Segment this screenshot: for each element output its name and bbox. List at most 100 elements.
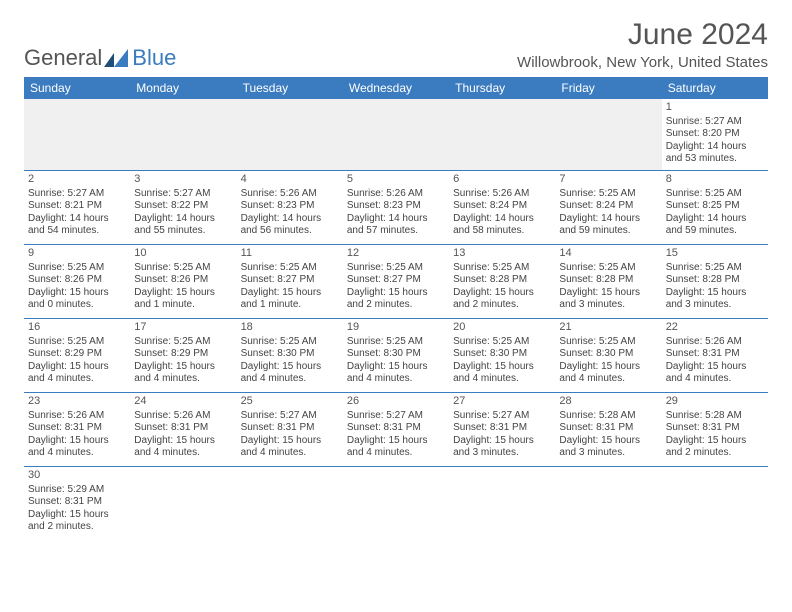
calendar-cell	[449, 99, 555, 170]
day-number: 19	[347, 321, 445, 335]
sunrise-text: Sunrise: 5:26 AM	[666, 336, 764, 349]
sunrise-text: Sunrise: 5:27 AM	[28, 188, 126, 201]
day-number: 30	[28, 469, 126, 483]
sunrise-text: Sunrise: 5:27 AM	[134, 188, 232, 201]
daylight-text: Daylight: 15 hours and 4 minutes.	[347, 361, 445, 386]
sunrise-text: Sunrise: 5:25 AM	[559, 188, 657, 201]
calendar-cell	[130, 466, 236, 540]
day-number: 16	[28, 321, 126, 335]
month-title: June 2024	[517, 18, 768, 52]
sunset-text: Sunset: 8:26 PM	[134, 274, 232, 287]
day-number: 13	[453, 247, 551, 261]
header: General Blue June 2024 Willowbrook, New …	[24, 18, 768, 71]
day-number: 11	[241, 247, 339, 261]
sunrise-text: Sunrise: 5:25 AM	[28, 262, 126, 275]
calendar-cell: 24Sunrise: 5:26 AMSunset: 8:31 PMDayligh…	[130, 392, 236, 466]
day-number: 12	[347, 247, 445, 261]
calendar-cell: 12Sunrise: 5:25 AMSunset: 8:27 PMDayligh…	[343, 244, 449, 318]
calendar-cell: 15Sunrise: 5:25 AMSunset: 8:28 PMDayligh…	[662, 244, 768, 318]
calendar-cell: 14Sunrise: 5:25 AMSunset: 8:28 PMDayligh…	[555, 244, 661, 318]
logo-icon	[104, 49, 130, 67]
calendar-cell: 28Sunrise: 5:28 AMSunset: 8:31 PMDayligh…	[555, 392, 661, 466]
day-number: 29	[666, 395, 764, 409]
calendar-cell: 30Sunrise: 5:29 AMSunset: 8:31 PMDayligh…	[24, 466, 130, 540]
calendar-cell	[449, 466, 555, 540]
logo: General Blue	[24, 39, 176, 71]
sunrise-text: Sunrise: 5:29 AM	[28, 484, 126, 497]
daylight-text: Daylight: 15 hours and 2 minutes.	[347, 287, 445, 312]
sunset-text: Sunset: 8:25 PM	[666, 200, 764, 213]
calendar-row: 9Sunrise: 5:25 AMSunset: 8:26 PMDaylight…	[24, 244, 768, 318]
sunset-text: Sunset: 8:22 PM	[134, 200, 232, 213]
sunrise-text: Sunrise: 5:28 AM	[666, 410, 764, 423]
sunrise-text: Sunrise: 5:26 AM	[453, 188, 551, 201]
calendar-cell: 18Sunrise: 5:25 AMSunset: 8:30 PMDayligh…	[237, 318, 343, 392]
calendar-cell	[237, 466, 343, 540]
sunrise-text: Sunrise: 5:25 AM	[134, 336, 232, 349]
sunrise-text: Sunrise: 5:25 AM	[347, 336, 445, 349]
daylight-text: Daylight: 15 hours and 1 minute.	[134, 287, 232, 312]
sunrise-text: Sunrise: 5:26 AM	[134, 410, 232, 423]
calendar-cell	[662, 466, 768, 540]
sunrise-text: Sunrise: 5:27 AM	[347, 410, 445, 423]
day-header-row: Sunday Monday Tuesday Wednesday Thursday…	[24, 77, 768, 99]
sunrise-text: Sunrise: 5:25 AM	[347, 262, 445, 275]
sunset-text: Sunset: 8:20 PM	[666, 128, 764, 141]
calendar-cell	[343, 99, 449, 170]
sunset-text: Sunset: 8:26 PM	[28, 274, 126, 287]
sunrise-text: Sunrise: 5:26 AM	[28, 410, 126, 423]
day-number: 10	[134, 247, 232, 261]
calendar-cell: 19Sunrise: 5:25 AMSunset: 8:30 PMDayligh…	[343, 318, 449, 392]
day-number: 27	[453, 395, 551, 409]
day-number: 4	[241, 173, 339, 187]
daylight-text: Daylight: 15 hours and 4 minutes.	[666, 361, 764, 386]
daylight-text: Daylight: 15 hours and 4 minutes.	[28, 361, 126, 386]
day-number: 3	[134, 173, 232, 187]
calendar-cell: 21Sunrise: 5:25 AMSunset: 8:30 PMDayligh…	[555, 318, 661, 392]
day-number: 5	[347, 173, 445, 187]
day-number: 1	[666, 101, 764, 115]
calendar-row: 23Sunrise: 5:26 AMSunset: 8:31 PMDayligh…	[24, 392, 768, 466]
sunset-text: Sunset: 8:31 PM	[347, 422, 445, 435]
day-number: 24	[134, 395, 232, 409]
daylight-text: Daylight: 15 hours and 3 minutes.	[666, 287, 764, 312]
calendar-table: Sunday Monday Tuesday Wednesday Thursday…	[24, 77, 768, 540]
day-number: 25	[241, 395, 339, 409]
daylight-text: Daylight: 15 hours and 3 minutes.	[559, 287, 657, 312]
daylight-text: Daylight: 15 hours and 4 minutes.	[453, 361, 551, 386]
calendar-cell: 22Sunrise: 5:26 AMSunset: 8:31 PMDayligh…	[662, 318, 768, 392]
sunset-text: Sunset: 8:31 PM	[241, 422, 339, 435]
sunset-text: Sunset: 8:23 PM	[347, 200, 445, 213]
calendar-row: 2Sunrise: 5:27 AMSunset: 8:21 PMDaylight…	[24, 170, 768, 244]
calendar-cell: 20Sunrise: 5:25 AMSunset: 8:30 PMDayligh…	[449, 318, 555, 392]
sunrise-text: Sunrise: 5:25 AM	[453, 336, 551, 349]
calendar-cell: 23Sunrise: 5:26 AMSunset: 8:31 PMDayligh…	[24, 392, 130, 466]
logo-text-1: General	[24, 45, 102, 71]
sunset-text: Sunset: 8:29 PM	[28, 348, 126, 361]
sunset-text: Sunset: 8:24 PM	[453, 200, 551, 213]
sunrise-text: Sunrise: 5:26 AM	[241, 188, 339, 201]
title-block: June 2024 Willowbrook, New York, United …	[517, 18, 768, 71]
sunrise-text: Sunrise: 5:25 AM	[559, 336, 657, 349]
sunrise-text: Sunrise: 5:25 AM	[28, 336, 126, 349]
sunrise-text: Sunrise: 5:27 AM	[666, 116, 764, 129]
day-header: Saturday	[662, 77, 768, 99]
sunrise-text: Sunrise: 5:25 AM	[666, 188, 764, 201]
calendar-cell: 10Sunrise: 5:25 AMSunset: 8:26 PMDayligh…	[130, 244, 236, 318]
daylight-text: Daylight: 15 hours and 0 minutes.	[28, 287, 126, 312]
daylight-text: Daylight: 14 hours and 55 minutes.	[134, 213, 232, 238]
daylight-text: Daylight: 15 hours and 2 minutes.	[453, 287, 551, 312]
sunset-text: Sunset: 8:30 PM	[559, 348, 657, 361]
sunset-text: Sunset: 8:21 PM	[28, 200, 126, 213]
day-number: 20	[453, 321, 551, 335]
daylight-text: Daylight: 15 hours and 4 minutes.	[347, 435, 445, 460]
daylight-text: Daylight: 14 hours and 59 minutes.	[666, 213, 764, 238]
calendar-body: 1Sunrise: 5:27 AMSunset: 8:20 PMDaylight…	[24, 99, 768, 540]
day-number: 28	[559, 395, 657, 409]
day-number: 14	[559, 247, 657, 261]
sunset-text: Sunset: 8:27 PM	[241, 274, 339, 287]
calendar-cell: 27Sunrise: 5:27 AMSunset: 8:31 PMDayligh…	[449, 392, 555, 466]
calendar-row: 30Sunrise: 5:29 AMSunset: 8:31 PMDayligh…	[24, 466, 768, 540]
day-header: Wednesday	[343, 77, 449, 99]
sunset-text: Sunset: 8:29 PM	[134, 348, 232, 361]
